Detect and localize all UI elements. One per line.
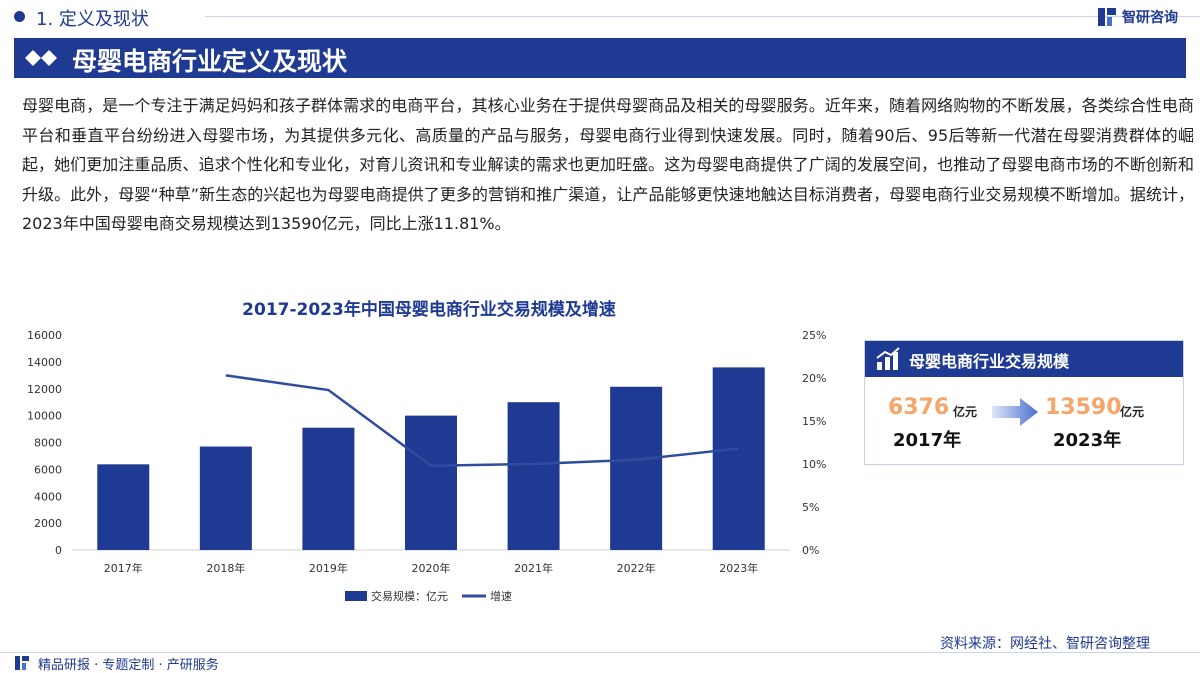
- y-right-tick-label: 10%: [802, 458, 826, 471]
- footer: 精品研报 · 专题定制 · 产研服务: [14, 653, 219, 673]
- start-unit: 亿元: [953, 405, 978, 419]
- card-title: 母婴电商行业交易规模: [909, 352, 1070, 371]
- chart-title: 2017-2023年中国母婴电商行业交易规模及增速: [242, 300, 616, 320]
- legend-label-line: 增速: [490, 589, 512, 603]
- x-tick-label: 2018年: [206, 561, 245, 575]
- arrow-right-icon: [992, 398, 1038, 426]
- bar: [610, 386, 663, 550]
- x-tick-label: 2023年: [719, 561, 758, 575]
- section-title: 1. 定义及现状: [36, 9, 149, 30]
- y-left-tick-label: 8000: [34, 437, 62, 450]
- bar: [507, 402, 560, 550]
- growth-series-line: [225, 374, 739, 467]
- footer-divider: [0, 652, 1200, 653]
- section-divider: [205, 16, 1200, 17]
- legend-swatch-bar: [345, 591, 367, 601]
- brand-logo-text: 智研咨询: [1122, 10, 1178, 26]
- end-value: 13590: [1045, 395, 1122, 420]
- y-left-tick-label: 4000: [34, 490, 62, 503]
- start-year: 2017年: [893, 430, 962, 451]
- legend-label-bar: 交易规模：亿元: [371, 589, 448, 603]
- footer-text: 精品研报 · 专题定制 · 产研服务: [38, 657, 219, 673]
- y-left-tick-label: 12000: [27, 383, 62, 396]
- y-right-tick-label: 25%: [802, 329, 826, 342]
- y-left-tick-label: 16000: [27, 329, 62, 342]
- bar: [405, 415, 457, 550]
- brand-logo-icon: [1098, 8, 1116, 26]
- end-unit: 亿元: [1120, 405, 1145, 419]
- section-dot-icon: [14, 11, 25, 22]
- bar: [712, 367, 765, 550]
- x-tick-label: 2019年: [309, 561, 348, 575]
- bar: [199, 446, 252, 550]
- x-tick-label: 2021年: [514, 561, 553, 575]
- brand-logo: 智研咨询: [1096, 6, 1178, 28]
- data-source: 资料来源：网经社、智研咨询整理: [940, 636, 1150, 652]
- y-right-tick-label: 15%: [802, 415, 826, 428]
- y-right-tick-label: 0%: [802, 544, 819, 557]
- y-left-tick-label: 0: [55, 544, 62, 557]
- diamond-icon: [25, 50, 57, 66]
- y-left-tick-label: 10000: [27, 410, 62, 423]
- combo-chart: 0 2000 4000 6000 8000 10000 12000 14000 16000 0% 5…: [27, 329, 826, 603]
- y-right-tick-label: 5%: [802, 501, 819, 514]
- x-tick-label: 2022年: [617, 561, 656, 575]
- y-left-tick-label: 6000: [34, 463, 62, 476]
- y-left-tick-label: 2000: [34, 517, 62, 530]
- x-tick-label: 2017年: [104, 561, 143, 575]
- y-right-tick-label: 20%: [802, 372, 826, 385]
- x-tick-label: 2020年: [412, 561, 451, 575]
- footer-logo-icon: [15, 656, 29, 670]
- growth-chart-icon: [876, 347, 900, 370]
- y-left-tick-label: 14000: [27, 356, 62, 369]
- intro-paragraph: 母婴电商，是一个专注于满足妈妈和孩子群体需求的电商平台，其核心业务在于提供母婴商…: [22, 96, 1194, 233]
- bar: [302, 427, 355, 550]
- bar: [97, 464, 150, 550]
- start-value: 6376: [888, 395, 950, 420]
- page-title: 母婴电商行业定义及现状: [72, 47, 348, 76]
- top-bar: 1. 定义及现状 智研咨询: [0, 0, 1200, 34]
- end-year: 2023年: [1053, 430, 1122, 451]
- title-banner: 母婴电商行业定义及现状: [14, 38, 1186, 78]
- card-header: 母婴电商行业交易规模: [865, 341, 1183, 377]
